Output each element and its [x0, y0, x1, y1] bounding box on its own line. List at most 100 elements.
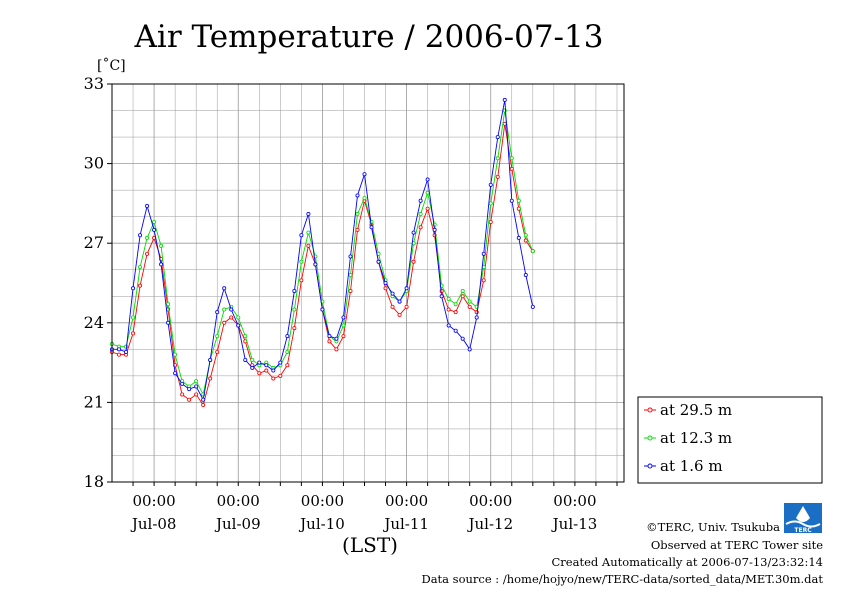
plot-frame — [111, 83, 625, 483]
data-point — [481, 278, 486, 283]
x-tick-label: 00:00 — [217, 492, 260, 510]
data-point — [481, 251, 486, 256]
data-point — [131, 315, 136, 320]
data-point — [243, 357, 248, 362]
data-point — [355, 227, 360, 232]
x-day-label: Jul-09 — [214, 515, 261, 533]
data-point — [467, 304, 472, 309]
data-point — [145, 204, 150, 209]
data-point — [306, 212, 311, 217]
data-point — [362, 172, 367, 177]
x-tick-label: 00:00 — [553, 492, 596, 510]
data-point — [222, 286, 227, 291]
x-day-label: Jul-08 — [130, 515, 177, 533]
data-point — [341, 315, 346, 320]
data-point — [271, 376, 276, 381]
data-point — [516, 198, 521, 203]
x-day-label: Jul-12 — [467, 515, 514, 533]
data-point — [264, 368, 269, 373]
footer-observed: Observed at TERC Tower site — [651, 538, 823, 552]
y-tick-label: 27 — [84, 233, 104, 252]
data-point — [187, 387, 192, 392]
y-tick-label: 18 — [84, 472, 104, 491]
legend-label: at 29.5 m — [660, 401, 732, 419]
legend: at 29.5 m at 12.3 m at 1.6 m — [644, 401, 732, 475]
data-point — [453, 328, 458, 333]
data-point — [145, 251, 150, 256]
data-point — [425, 190, 430, 195]
data-point — [187, 397, 192, 402]
data-point — [348, 273, 353, 278]
data-point — [229, 315, 234, 320]
data-point — [243, 334, 248, 339]
data-point — [397, 299, 402, 304]
data-point — [453, 302, 458, 307]
data-point — [138, 283, 143, 288]
data-point — [460, 288, 465, 293]
legend-label: at 1.6 m — [660, 457, 723, 475]
data-point — [292, 326, 297, 331]
data-point — [117, 347, 122, 352]
data-point — [257, 360, 262, 365]
data-point — [376, 259, 381, 264]
y-tick-label: 24 — [84, 313, 104, 332]
data-point — [180, 381, 185, 386]
legend-label: at 12.3 m — [660, 429, 732, 447]
data-point — [502, 97, 507, 102]
data-point — [201, 403, 206, 408]
footer-copyright: ©TERC, Univ. Tsukuba — [646, 520, 780, 534]
data-point — [271, 368, 276, 373]
grid-lines — [112, 84, 624, 482]
data-point — [418, 225, 423, 230]
data-point — [509, 166, 514, 171]
data-point — [495, 135, 500, 140]
data-point — [278, 373, 283, 378]
data-point — [523, 273, 528, 278]
data-point — [222, 320, 227, 325]
data-point — [390, 291, 395, 296]
data-point — [208, 376, 213, 381]
data-point — [173, 371, 178, 376]
data-point — [250, 365, 255, 370]
data-point — [320, 307, 325, 312]
x-day-label: Jul-11 — [382, 515, 429, 533]
data-point — [299, 278, 304, 283]
data-point — [292, 288, 297, 293]
data-point — [530, 249, 535, 254]
axis-ticks: 18 21 24 27 30 33 00:00 Jul-08 00:00 Jul-09 00:00 J… — [84, 74, 618, 533]
data-point — [236, 315, 241, 320]
data-point — [145, 235, 150, 240]
data-point — [166, 320, 171, 325]
legend-marker — [647, 435, 653, 441]
data-point — [516, 235, 521, 240]
data-point — [299, 233, 304, 238]
data-point — [523, 238, 528, 243]
data-point — [215, 349, 220, 354]
data-point — [285, 363, 290, 368]
logo-text: TERC — [794, 527, 812, 534]
data-point — [341, 334, 346, 339]
x-tick-label: 00:00 — [301, 492, 344, 510]
data-point — [117, 352, 122, 357]
y-axis-label: [˚C] — [97, 57, 126, 74]
data-point — [250, 357, 255, 362]
data-point — [138, 233, 143, 238]
data-point — [306, 230, 311, 235]
legend-marker — [647, 463, 653, 469]
x-day-label: Jul-13 — [551, 515, 598, 533]
data-point — [425, 177, 430, 182]
data-point — [474, 315, 479, 320]
data-point — [411, 230, 416, 235]
data-point — [488, 201, 493, 206]
y-tick-label: 33 — [84, 74, 104, 93]
data-point — [229, 307, 234, 312]
x-tick-label: 00:00 — [385, 492, 428, 510]
data-point — [306, 243, 311, 248]
data-point — [418, 198, 423, 203]
data-point — [502, 121, 507, 126]
data-point — [362, 196, 367, 201]
data-point — [285, 349, 290, 354]
data-point — [173, 352, 178, 357]
legend-marker — [647, 407, 653, 413]
